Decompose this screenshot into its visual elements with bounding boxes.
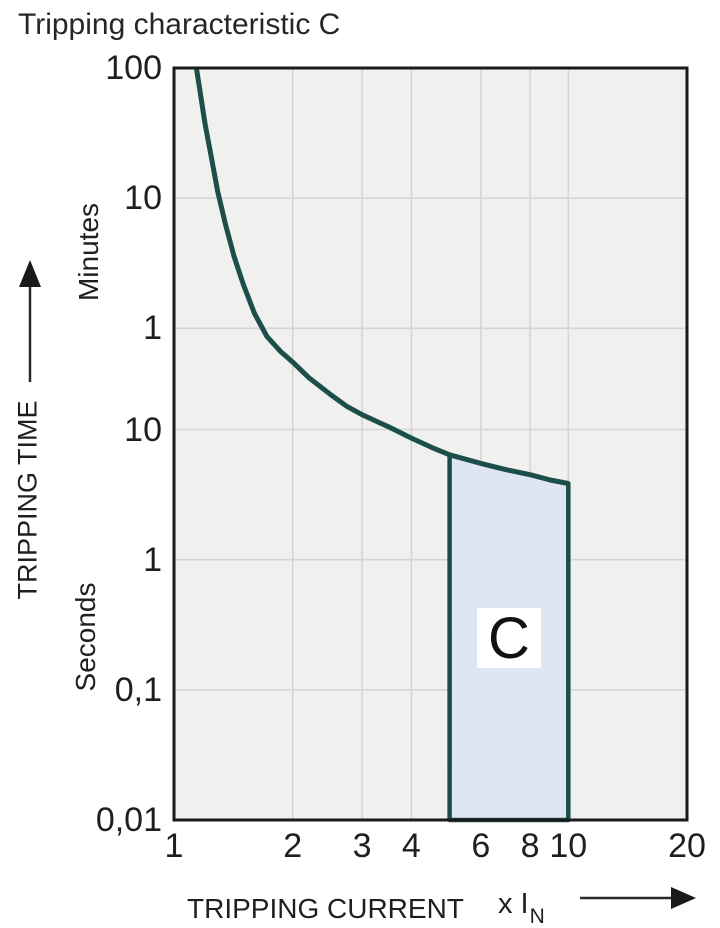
plot-border (172, 66, 689, 822)
x-tick-label: 2 (283, 827, 303, 865)
region-label-c: C (476, 606, 541, 671)
y-tick-label: 100 (105, 49, 162, 87)
x-tick-label: 10 (549, 827, 588, 865)
y-tick-label: 0,01 (95, 801, 162, 839)
x-axis-unit-prefix: x I (498, 888, 529, 920)
x-tick-label: 3 (352, 827, 372, 865)
chart-title: Tripping characteristic C (18, 8, 341, 41)
x-axis-arrow-right-icon (580, 887, 696, 909)
y-axis-arrow-up-icon (19, 260, 41, 382)
y-tick-label: 10 (124, 179, 162, 218)
tripping-curve (193, 67, 569, 486)
y-tick-label: 10 (124, 410, 162, 449)
x-tick-label: 20 (668, 827, 706, 865)
plot-background (174, 68, 687, 820)
x-tick-label: 4 (401, 827, 421, 865)
x-axis-unit: x IN (498, 888, 545, 928)
x-axis-unit-subscript: N (529, 904, 545, 928)
x-tick-label: 6 (471, 827, 491, 865)
y-tick-label: 0,1 (114, 670, 162, 709)
x-tick-label: 8 (520, 827, 540, 865)
x-axis-title: TRIPPING CURRENT (187, 893, 464, 924)
x-tick-label: 1 (164, 827, 184, 865)
y-axis-title: TRIPPING TIME (12, 400, 43, 600)
y-tick-label: 1 (143, 309, 162, 348)
y-tick-label: 1 (143, 540, 162, 579)
